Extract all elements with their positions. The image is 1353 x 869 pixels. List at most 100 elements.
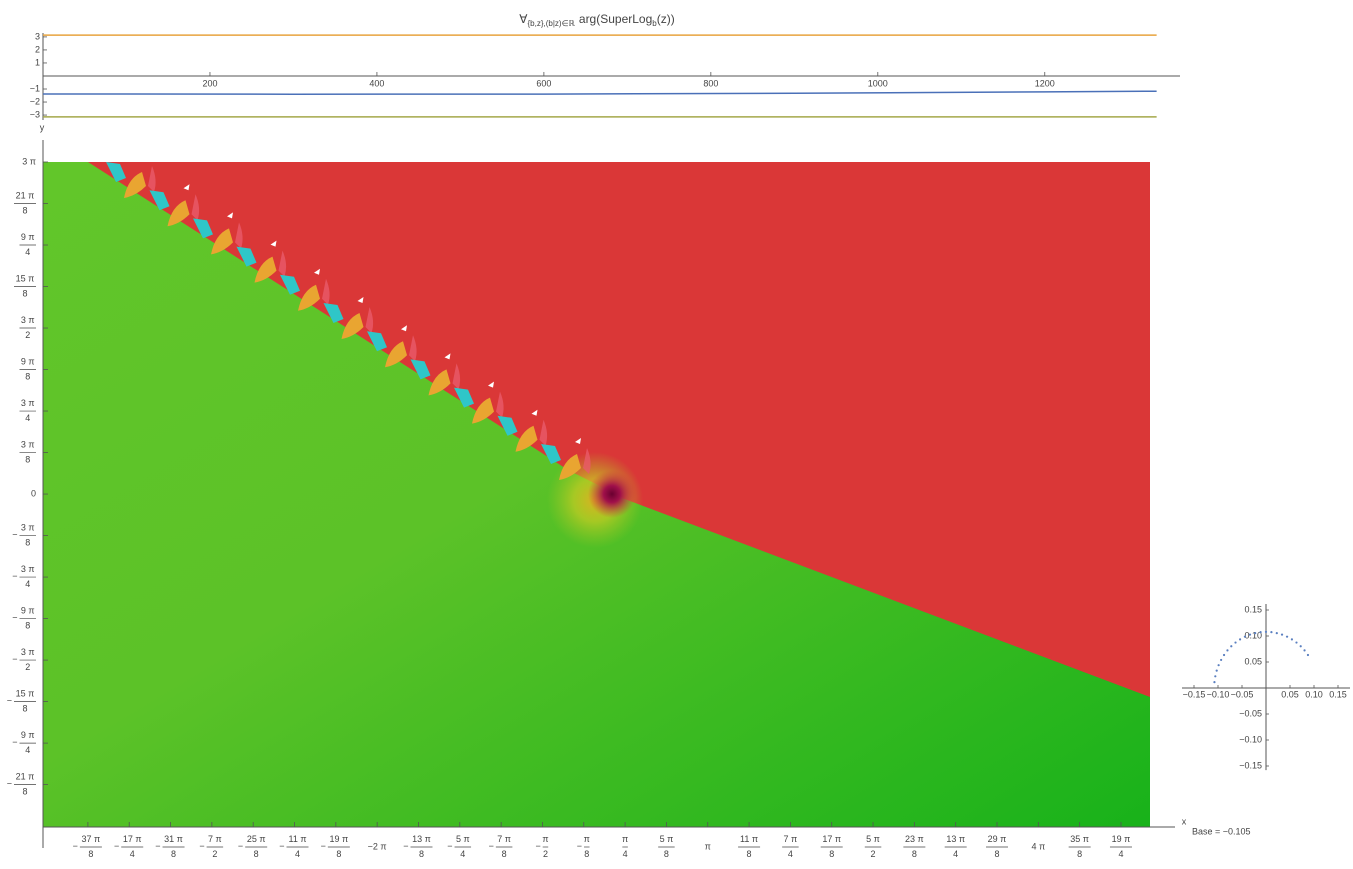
- label-part: 5 π: [866, 834, 880, 844]
- label-part: −: [577, 841, 582, 851]
- y-tick-label: 2: [35, 44, 40, 54]
- artifact-cyan: [236, 246, 257, 267]
- label-part: 2: [25, 330, 30, 340]
- label-part: 17 π: [822, 834, 841, 844]
- label-part: 13 π: [412, 834, 431, 844]
- y-tick-label: −3 π/2: [12, 647, 34, 672]
- x-tick-label: −11 π/4: [279, 834, 306, 859]
- point: [1306, 653, 1310, 657]
- point: [1217, 664, 1220, 667]
- label-part: 13 π: [946, 834, 965, 844]
- artifact-pink: [583, 448, 591, 474]
- x-tick-label: 800: [703, 78, 718, 88]
- point: [1270, 631, 1273, 634]
- artifact-white: [488, 381, 494, 388]
- artifact-pink: [235, 222, 243, 249]
- label-part: −: [7, 779, 12, 789]
- point: [1213, 681, 1216, 684]
- x-tick-label: −31 π/8: [155, 834, 183, 859]
- title-subscript: b: [652, 19, 657, 28]
- y-tick-label: 9 π/4: [21, 232, 35, 257]
- label-part: 7 π: [784, 834, 798, 844]
- label-part: −: [279, 841, 284, 851]
- artifact-orange: [428, 369, 451, 396]
- x-tick-label: 0.05: [1281, 689, 1299, 699]
- base-annotation: Base = −0.105: [1192, 826, 1251, 836]
- label-part: 3 π: [21, 315, 35, 325]
- artifact-cyan: [149, 190, 170, 211]
- chart-title: ∀{b,z},(b|z)∈ℝ arg(SuperLogb(z)): [519, 12, 674, 28]
- label-part: −: [199, 841, 204, 851]
- label-part: 3 π: [21, 523, 35, 533]
- y-tick-label: 1: [35, 57, 40, 67]
- label-part: 21 π: [16, 191, 35, 201]
- x-tick-label: −7 π/8: [489, 834, 511, 859]
- label-part: −: [12, 613, 17, 623]
- artifact-orange: [124, 172, 146, 198]
- label-part: 23 π: [905, 834, 924, 844]
- artifact-orange: [385, 341, 407, 368]
- artifact-orange: [298, 284, 320, 311]
- label-part: 4: [623, 849, 628, 859]
- artifact-orange: [254, 256, 277, 283]
- label-part: 8: [336, 849, 341, 859]
- label-part: 19 π: [1112, 834, 1131, 844]
- x-tick-label: −5 π/4: [447, 834, 469, 859]
- label-part: 4: [25, 745, 30, 755]
- artifact-white: [227, 212, 233, 219]
- x-tick-label: 0.10: [1305, 689, 1323, 699]
- label-part: 9 π: [21, 357, 35, 367]
- label-part: 8: [22, 787, 27, 797]
- label-part: 8: [584, 849, 589, 859]
- label-part: 8: [88, 849, 93, 859]
- artifact-pink: [496, 391, 504, 418]
- y-tick-label: 9 π/8: [21, 357, 35, 382]
- y-tick-label: 0.10: [1244, 630, 1262, 640]
- artifact-orange: [559, 454, 581, 480]
- y-tick-label: 0: [31, 488, 36, 498]
- label-part: 3 π: [21, 564, 35, 574]
- x-tick-label: 0.15: [1329, 689, 1347, 699]
- point: [1264, 630, 1268, 633]
- title-part: ∀: [519, 12, 528, 26]
- y-tick-label: 3 π: [22, 156, 36, 166]
- point: [1280, 633, 1284, 636]
- x-tick-label: 1000: [868, 78, 888, 88]
- label-part: 2: [543, 849, 548, 859]
- red-region: [88, 162, 1150, 697]
- title-part: (z)): [657, 12, 675, 26]
- label-part: 8: [419, 849, 424, 859]
- label-part: 2: [212, 849, 217, 859]
- label-part: 8: [25, 372, 30, 382]
- label-part: 31 π: [164, 834, 183, 844]
- label-part: 35 π: [1070, 834, 1089, 844]
- artifact-pink: [148, 166, 156, 192]
- artifact-white: [314, 268, 320, 275]
- label-part: −: [12, 571, 17, 581]
- y-tick-label: 3: [35, 31, 40, 41]
- x-tick-label: 19 π/4: [1112, 834, 1131, 859]
- x-tick-label: 200: [202, 78, 217, 88]
- artifact-white: [531, 409, 538, 416]
- label-part: 4: [25, 413, 30, 423]
- label-part: π: [542, 834, 548, 844]
- y-tick-label: −0.15: [1239, 760, 1262, 770]
- x-tick-label: π: [705, 841, 711, 851]
- point: [1303, 649, 1306, 652]
- artifact-white: [401, 325, 407, 332]
- label-part: 4: [25, 579, 30, 589]
- artifact-pink: [278, 250, 287, 277]
- artifact-orange: [167, 200, 190, 227]
- label-part: −: [12, 654, 17, 664]
- label-part: −: [12, 737, 17, 747]
- x-tick-label: −0.05: [1231, 689, 1254, 699]
- x-tick-label: 1200: [1035, 78, 1055, 88]
- label-part: 8: [171, 849, 176, 859]
- point: [1285, 635, 1289, 638]
- point: [1254, 631, 1257, 635]
- x-tick-label: 600: [536, 78, 551, 88]
- x-tick-label: 4 π: [1031, 841, 1045, 851]
- artifact-cyan: [280, 274, 300, 295]
- label-part: 4: [460, 849, 465, 859]
